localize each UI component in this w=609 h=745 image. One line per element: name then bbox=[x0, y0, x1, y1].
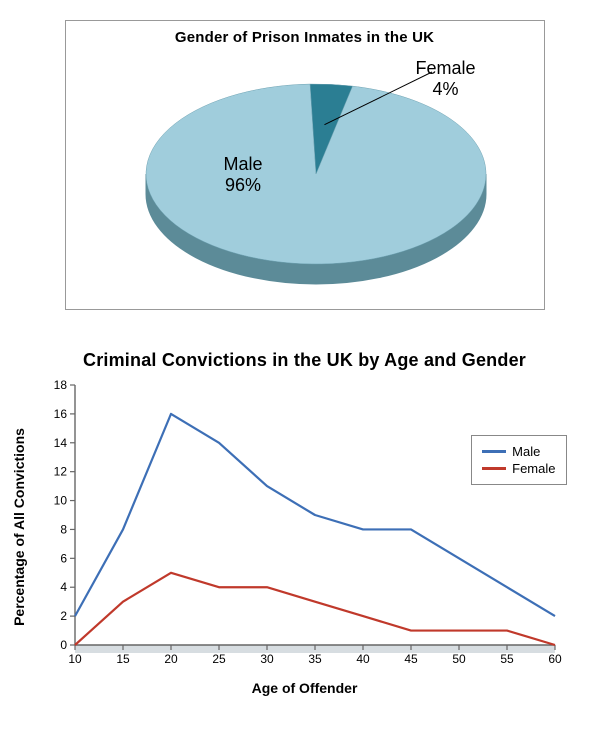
pie-label-female-name: Female bbox=[416, 58, 476, 78]
line-chart-x-label: Age of Offender bbox=[25, 680, 585, 696]
legend-row: Female bbox=[482, 461, 555, 476]
line-chart-container: Criminal Convictions in the UK by Age an… bbox=[25, 350, 585, 696]
pie-label-female-pct: 4% bbox=[433, 79, 459, 99]
pie-label-male-name: Male bbox=[224, 154, 263, 174]
svg-text:6: 6 bbox=[60, 551, 67, 565]
svg-text:55: 55 bbox=[500, 652, 514, 666]
line-chart-legend: Male Female bbox=[471, 435, 566, 485]
svg-text:10: 10 bbox=[68, 652, 82, 666]
pie-chart-container: Gender of Prison Inmates in the UK Male … bbox=[65, 20, 545, 310]
legend-label: Female bbox=[512, 461, 555, 476]
legend-swatch bbox=[482, 450, 506, 453]
svg-text:2: 2 bbox=[60, 609, 67, 623]
svg-text:60: 60 bbox=[548, 652, 562, 666]
svg-text:12: 12 bbox=[53, 465, 67, 479]
svg-text:15: 15 bbox=[116, 652, 130, 666]
svg-text:4: 4 bbox=[60, 580, 67, 594]
svg-text:40: 40 bbox=[356, 652, 370, 666]
pie-chart-plot: Male 96% Female 4% bbox=[66, 46, 544, 296]
svg-text:20: 20 bbox=[164, 652, 178, 666]
svg-text:14: 14 bbox=[53, 436, 67, 450]
svg-text:35: 35 bbox=[308, 652, 322, 666]
pie-label-male-pct: 96% bbox=[225, 175, 261, 195]
svg-text:16: 16 bbox=[53, 407, 67, 421]
svg-text:0: 0 bbox=[60, 638, 67, 652]
pie-chart-svg bbox=[66, 46, 566, 296]
svg-text:25: 25 bbox=[212, 652, 226, 666]
svg-text:50: 50 bbox=[452, 652, 466, 666]
svg-text:10: 10 bbox=[53, 494, 67, 508]
line-chart-y-label: Percentage of All Convictions bbox=[11, 428, 27, 626]
svg-text:30: 30 bbox=[260, 652, 274, 666]
svg-text:18: 18 bbox=[53, 378, 67, 392]
svg-text:8: 8 bbox=[60, 522, 67, 536]
legend-swatch bbox=[482, 467, 506, 470]
pie-chart-title: Gender of Prison Inmates in the UK bbox=[66, 21, 544, 46]
line-chart-plot-area: Percentage of All Convictions 0246810121… bbox=[25, 377, 585, 676]
legend-label: Male bbox=[512, 444, 540, 459]
pie-label-male: Male 96% bbox=[224, 154, 263, 195]
line-chart-svg: 0 2 4 6 8 10 12 14 16 18 10 15 20 25 30 35 40 45 50 55 60 bbox=[25, 377, 567, 671]
pie-label-female: Female 4% bbox=[416, 58, 476, 99]
legend-row: Male bbox=[482, 444, 555, 459]
line-chart-title: Criminal Convictions in the UK by Age an… bbox=[25, 350, 585, 371]
svg-text:45: 45 bbox=[404, 652, 418, 666]
